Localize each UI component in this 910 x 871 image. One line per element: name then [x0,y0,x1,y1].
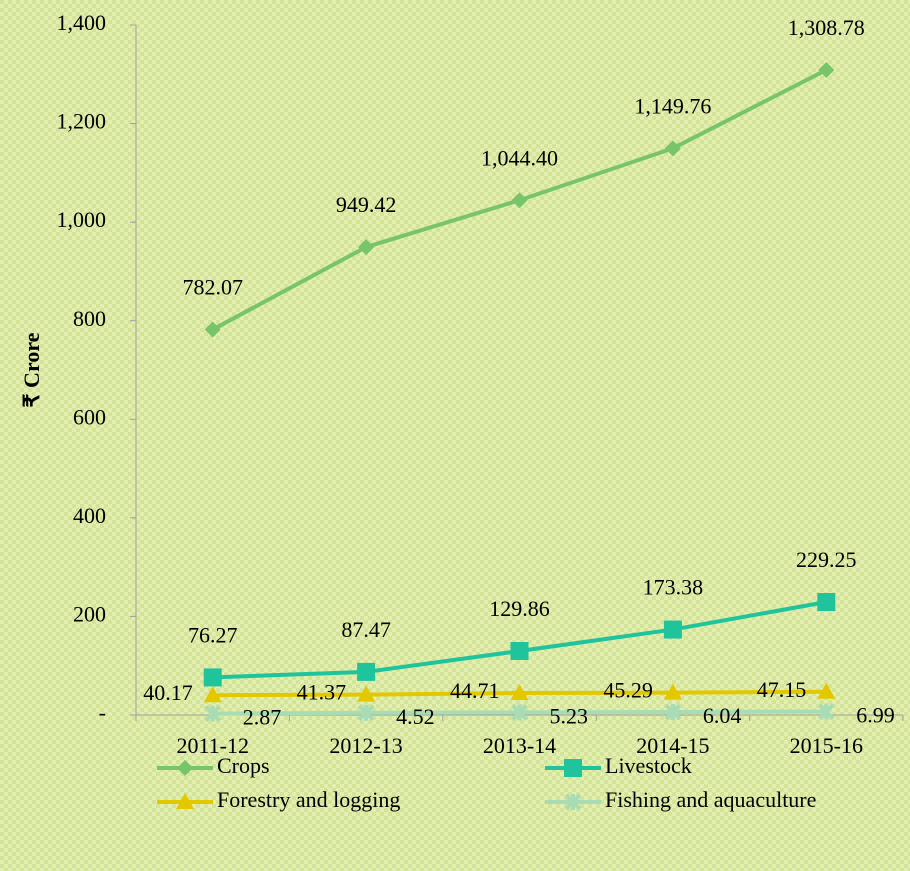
y-axis-label: ₹ Crore [19,332,44,407]
legend-label: Livestock [605,753,692,778]
legend-marker [564,793,582,811]
legend-marker [177,760,193,776]
data-label: 45.29 [603,678,653,703]
data-label: 5.23 [550,703,589,728]
marker [817,682,836,699]
y-tick-label: 1,000 [57,207,107,232]
y-tick-label: - [99,700,106,725]
marker [357,704,375,722]
data-label: 229.25 [796,547,857,572]
marker [511,192,528,209]
data-label: 40.17 [143,680,193,705]
marker [817,703,835,720]
marker [663,683,682,700]
marker [204,321,221,338]
data-label: 6.04 [703,703,742,728]
y-tick-label: 600 [73,404,106,429]
data-label: 87.47 [341,617,391,642]
y-tick-label: 200 [73,601,106,626]
y-tick-label: 800 [73,306,106,331]
x-tick-label: 2011-12 [176,733,249,758]
legend-label: Crops [217,753,270,778]
marker [664,703,682,721]
data-label: 44.71 [450,678,500,703]
marker [818,61,835,78]
data-label: 949.42 [336,192,397,217]
marker [510,683,529,700]
data-label: 1,044.40 [481,145,558,170]
data-label: 41.37 [297,680,347,705]
legend-label: Forestry and logging [217,787,400,812]
marker [664,140,681,157]
x-tick-label: 2014-15 [636,733,709,758]
marker [817,593,836,612]
data-label: 1,149.76 [634,93,711,118]
x-tick-label: 2012-13 [329,733,402,758]
legend-marker [176,793,194,809]
data-label: 782.07 [182,275,243,300]
marker [204,705,222,723]
marker [663,620,682,639]
x-tick-label: 2013-14 [483,733,556,758]
data-label: 1,308.78 [788,15,865,40]
marker [511,704,528,721]
marker [203,686,222,703]
data-label: 173.38 [643,575,704,600]
data-label: 47.15 [757,677,807,702]
marker [203,668,222,687]
data-label: 4.52 [396,704,435,729]
data-label: 6.99 [856,703,895,728]
data-label: 2.87 [243,705,282,730]
y-tick-label: 1,200 [57,109,107,134]
legend-label: Fishing and aquaculture [605,787,816,812]
marker [357,685,376,702]
y-tick-label: 1,400 [57,10,107,35]
data-label: 76.27 [188,622,238,647]
marker [358,239,375,256]
data-label: 129.86 [489,596,550,621]
marker [510,641,529,660]
legend-marker [564,759,582,777]
x-tick-label: 2015-16 [790,733,863,758]
marker [357,662,376,681]
y-tick-label: 400 [73,503,106,528]
